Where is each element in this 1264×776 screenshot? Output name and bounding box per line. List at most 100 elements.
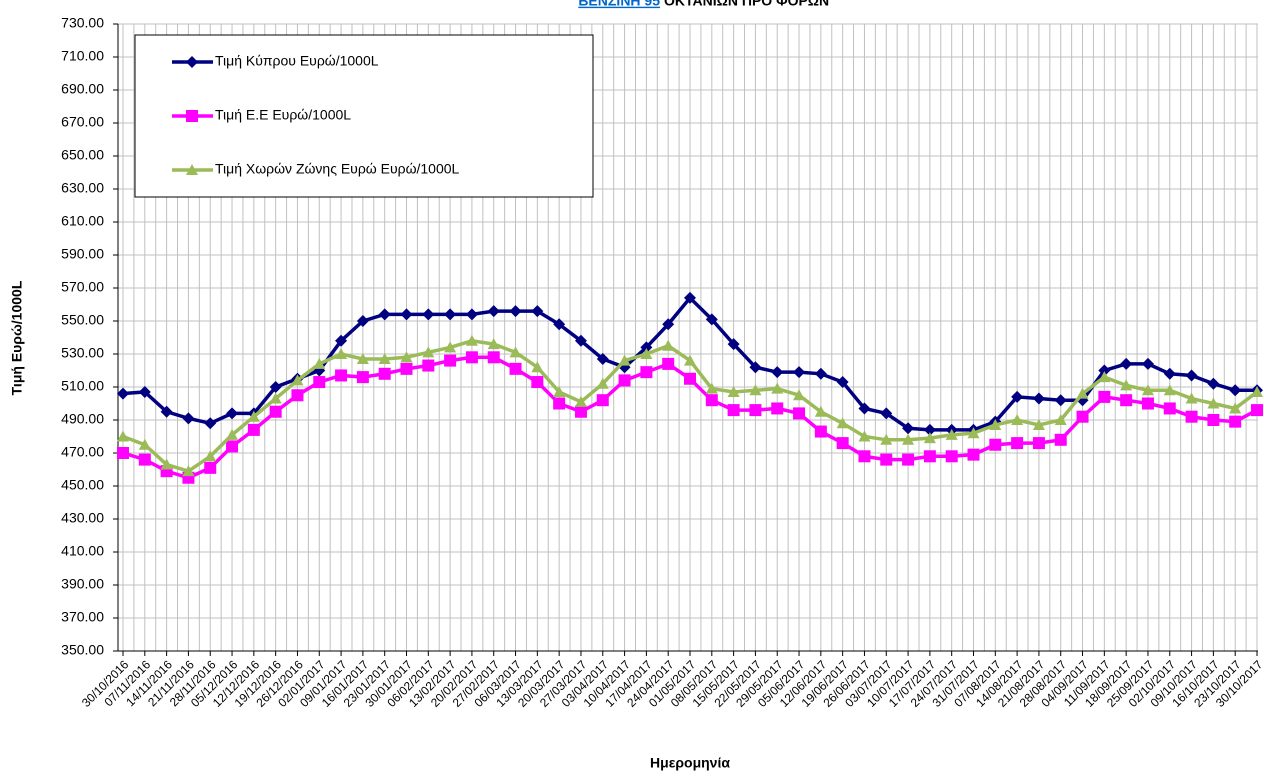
marker-diamond <box>814 367 827 380</box>
marker-triangle <box>335 348 348 359</box>
marker-square <box>117 447 129 459</box>
marker-diamond <box>1229 384 1242 397</box>
marker-diamond <box>880 407 893 420</box>
marker-triangle <box>291 374 304 386</box>
marker-diamond <box>422 308 435 321</box>
marker-triangle <box>400 351 413 363</box>
y-tick-label: 650.00 <box>61 147 104 163</box>
marker-square <box>186 110 198 122</box>
marker-square <box>1076 410 1089 423</box>
y-tick-label: 630.00 <box>61 180 104 196</box>
y-tick-label: 690.00 <box>61 81 104 97</box>
y-axis-label: Τιμή Ευρώ/1000L <box>9 280 25 395</box>
marker-diamond <box>1163 367 1176 380</box>
marker-triangle <box>684 354 696 366</box>
marker-square <box>923 450 936 463</box>
marker-square <box>509 362 522 375</box>
marker-triangle <box>186 164 198 175</box>
marker-diamond <box>269 381 282 393</box>
marker-diamond <box>923 423 936 436</box>
marker-square <box>247 423 260 436</box>
marker-triangle <box>465 334 478 346</box>
chart-title-link[interactable]: ΒΕΝΖΙΝΗ 95 <box>578 0 660 9</box>
marker-square <box>1207 414 1220 426</box>
marker-diamond <box>771 366 784 379</box>
marker-square <box>335 369 348 382</box>
marker-triangle <box>814 405 827 417</box>
marker-triangle <box>444 341 457 353</box>
marker-diamond <box>793 366 806 379</box>
marker-square <box>727 404 740 417</box>
legend-label: Τιμή Χωρών Ζώνης Ευρώ Ευρώ/1000L <box>215 161 460 177</box>
y-tick-label: 450.00 <box>61 477 104 493</box>
marker-square <box>531 376 544 389</box>
y-tick-label: 510.00 <box>61 378 104 394</box>
marker-square <box>1011 437 1024 450</box>
marker-triangle <box>836 417 849 429</box>
marker-square <box>291 389 304 402</box>
marker-square <box>1032 437 1045 450</box>
marker-square <box>1141 397 1154 410</box>
marker-triangle <box>509 346 522 358</box>
marker-diamond <box>574 334 587 347</box>
marker-square <box>1054 433 1067 446</box>
marker-diamond <box>1207 377 1220 390</box>
marker-triangle <box>1076 387 1089 399</box>
marker-square <box>1185 410 1198 423</box>
marker-square <box>553 397 566 410</box>
marker-diamond <box>727 338 740 351</box>
marker-square <box>465 351 478 364</box>
marker-triangle <box>662 339 675 351</box>
y-tick-label: 470.00 <box>61 444 104 460</box>
marker-square <box>771 402 784 415</box>
marker-square <box>138 453 151 466</box>
y-tick-label: 410.00 <box>61 543 104 559</box>
marker-triangle <box>313 357 326 369</box>
marker-triangle <box>378 352 391 364</box>
marker-square <box>269 405 282 418</box>
marker-square <box>422 359 435 372</box>
marker-square <box>836 437 849 450</box>
marker-diamond <box>400 308 413 321</box>
marker-square <box>662 357 675 370</box>
marker-triangle <box>705 382 718 394</box>
y-tick-label: 610.00 <box>61 213 104 229</box>
marker-triangle <box>356 352 369 364</box>
marker-triangle <box>553 385 566 397</box>
marker-diamond <box>1141 357 1154 370</box>
marker-triangle <box>204 450 217 462</box>
marker-square <box>1163 402 1176 415</box>
marker-triangle <box>1251 385 1263 397</box>
marker-triangle <box>1032 418 1045 430</box>
marker-triangle <box>771 382 784 394</box>
marker-triangle <box>1011 414 1024 425</box>
marker-diamond <box>640 341 653 354</box>
y-tick-label: 490.00 <box>61 411 104 427</box>
marker-diamond <box>1098 364 1111 377</box>
marker-square <box>858 450 871 463</box>
marker-square <box>749 404 762 417</box>
y-tick-label: 710.00 <box>61 48 104 64</box>
marker-triangle <box>117 430 129 442</box>
marker-square <box>356 371 369 384</box>
marker-diamond <box>858 402 871 415</box>
marker-diamond <box>1011 390 1024 403</box>
marker-square <box>684 372 696 385</box>
marker-square <box>902 453 915 466</box>
marker-triangle <box>793 389 806 401</box>
y-tick-label: 590.00 <box>61 246 104 262</box>
legend-label: Τιμή Κύπρου Ευρώ/1000L <box>215 53 379 69</box>
marker-diamond <box>186 56 198 68</box>
marker-triangle <box>749 384 762 396</box>
marker-square <box>793 407 806 420</box>
marker-square <box>444 354 457 367</box>
marker-square <box>313 376 326 389</box>
marker-square <box>1120 394 1133 407</box>
marker-triangle <box>727 385 740 397</box>
chart-title: ΟΚΤΑΝΙΩΝ ΠΡΟ ΦΟΡΩΝ <box>664 0 829 9</box>
marker-triangle <box>1120 379 1133 391</box>
marker-triangle <box>902 433 915 445</box>
marker-square <box>1229 415 1242 428</box>
marker-triangle <box>574 395 587 407</box>
marker-diamond <box>749 361 762 374</box>
